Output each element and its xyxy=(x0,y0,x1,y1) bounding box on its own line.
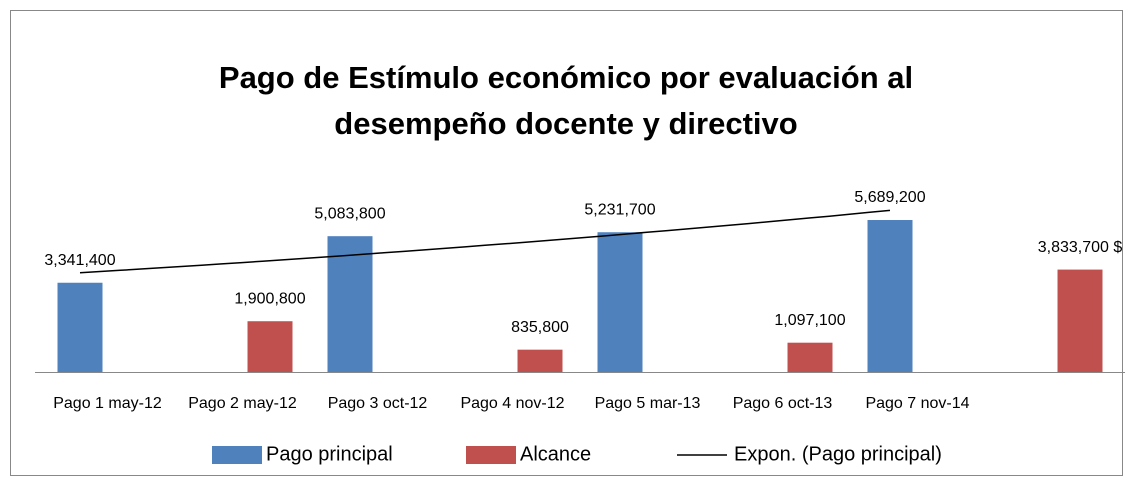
chart-title-line-2: desempeño docente y directivo xyxy=(334,106,797,141)
data-label: 835,800 xyxy=(511,319,569,336)
x-tick-label: Pago 1 may-12 xyxy=(53,395,162,412)
bar xyxy=(517,349,563,372)
bar xyxy=(867,220,913,372)
data-label: 5,083,800 xyxy=(314,205,385,222)
data-label: 3,833,700 $ xyxy=(1038,239,1123,256)
data-label: 3,341,400 xyxy=(44,252,115,269)
data-label: 1,900,800 xyxy=(234,290,305,307)
bar xyxy=(787,342,833,372)
legend-label: Expon. (Pago principal) xyxy=(734,443,942,465)
chart-title-line-1: Pago de Estímulo económico por evaluació… xyxy=(219,60,913,95)
bar xyxy=(57,282,103,372)
trendline xyxy=(79,209,891,274)
data-label: 5,689,200 xyxy=(854,189,925,206)
legend-swatch xyxy=(466,446,516,464)
x-tick-label: Pago 6 oct-13 xyxy=(733,395,833,412)
legend-swatch xyxy=(212,446,262,464)
legend-label: Alcance xyxy=(520,443,591,465)
x-tick-label: Pago 3 oct-12 xyxy=(328,395,428,412)
bar xyxy=(1057,269,1103,372)
x-tick-label: Pago 7 nov-14 xyxy=(865,395,969,412)
bar xyxy=(597,232,643,372)
x-tick-label: Pago 2 may-12 xyxy=(188,395,297,412)
bar xyxy=(327,236,373,372)
x-tick-label: Pago 4 nov-12 xyxy=(460,395,564,412)
bar xyxy=(247,321,293,372)
data-label: 1,097,100 xyxy=(774,312,845,329)
x-tick-label: Pago 5 mar-13 xyxy=(595,395,701,412)
legend-label: Pago principal xyxy=(266,443,393,465)
data-label: 5,231,700 xyxy=(584,201,655,218)
chart-border xyxy=(10,10,1123,476)
